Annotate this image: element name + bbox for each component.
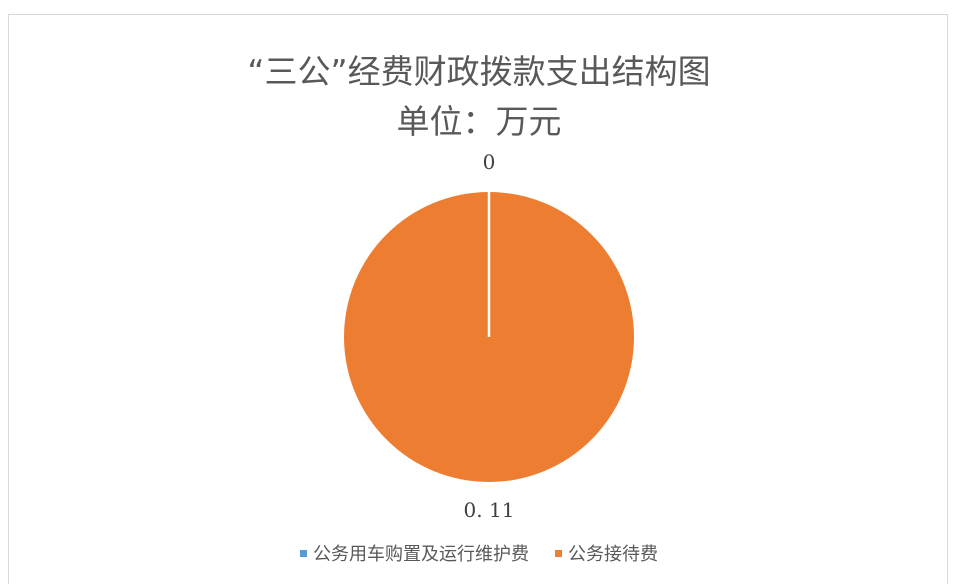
- legend-label-vehicle: 公务用车购置及运行维护费: [313, 544, 529, 565]
- data-label-reception: 0. 11: [463, 498, 515, 522]
- legend-label-reception: 公务接待费: [568, 544, 658, 565]
- legend-item-reception: 公务接待费: [555, 540, 658, 566]
- legend-swatch-reception: [555, 549, 562, 557]
- legend-item-vehicle: 公务用车购置及运行维护费: [300, 540, 529, 566]
- data-label-vehicle: 0: [482, 150, 496, 174]
- chart-title: “三公”经费财政拨款支出结构图: [247, 52, 711, 91]
- legend: 公务用车购置及运行维护费 公务接待费: [0, 540, 958, 566]
- chart-subtitle: 单位：万元: [396, 102, 562, 141]
- legend-swatch-vehicle: [300, 549, 307, 557]
